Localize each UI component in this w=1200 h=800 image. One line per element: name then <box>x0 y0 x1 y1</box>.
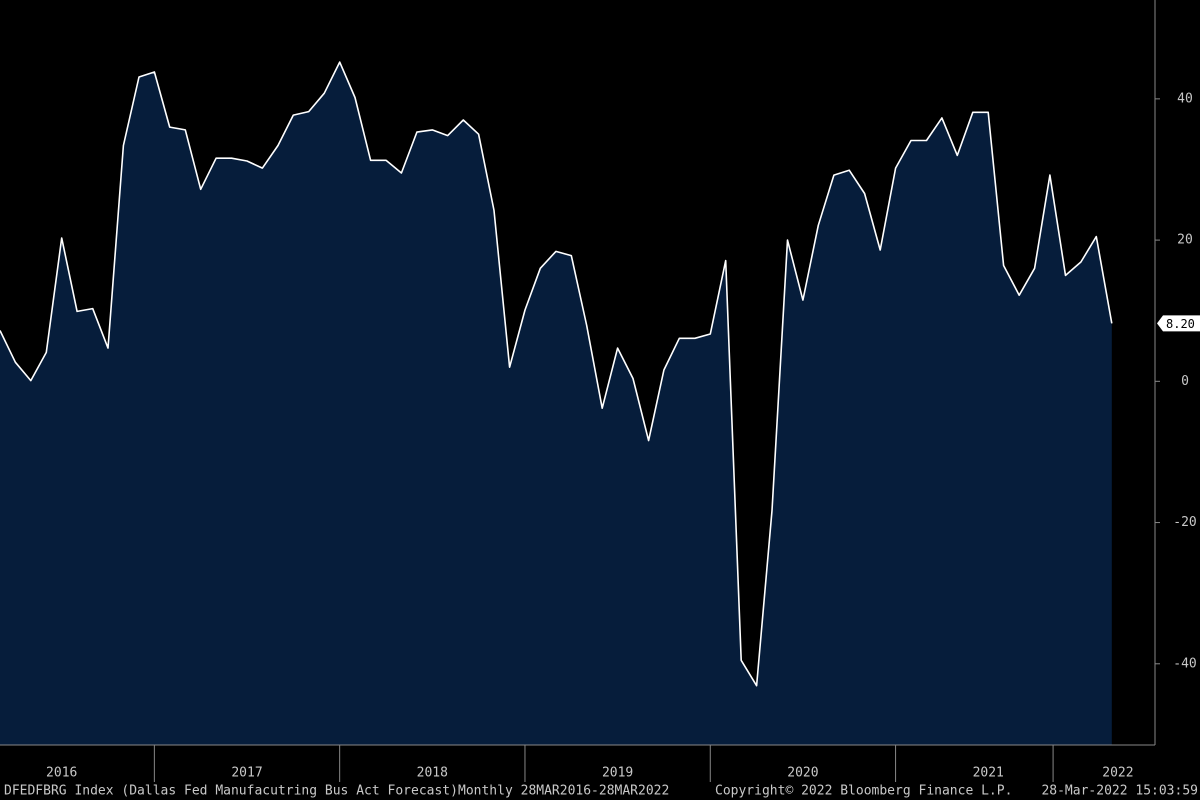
footer-range: Monthly 28MAR2016-28MAR2022 <box>458 784 669 799</box>
value-label: 8.20 <box>1166 317 1195 331</box>
x-tick-label: 2016 <box>46 766 77 781</box>
footer-copyright: Copyright© 2022 Bloomberg Finance L.P. <box>715 784 1012 799</box>
x-tick-label: 2021 <box>973 766 1004 781</box>
x-tick-label: 2017 <box>231 766 262 781</box>
x-tick-label: 2022 <box>1102 766 1133 781</box>
area <box>0 62 1112 746</box>
y-tick-label: 0 <box>1181 374 1189 389</box>
y-tick-label: -20 <box>1173 515 1196 530</box>
x-tick-label: 2019 <box>602 766 633 781</box>
y-tick-label: 20 <box>1177 233 1193 248</box>
footer-ticker: DFEDFBRG Index (Dallas Fed Manufacutring… <box>4 784 458 799</box>
x-tick-label: 2018 <box>417 766 448 781</box>
y-tick-label: 40 <box>1177 91 1193 106</box>
footer-timestamp: 28-Mar-2022 15:03:59 <box>1041 784 1198 799</box>
y-tick-label: -40 <box>1173 656 1196 671</box>
x-tick-label: 2020 <box>787 766 818 781</box>
line <box>0 61 1113 687</box>
value-label-box <box>1157 315 1200 332</box>
